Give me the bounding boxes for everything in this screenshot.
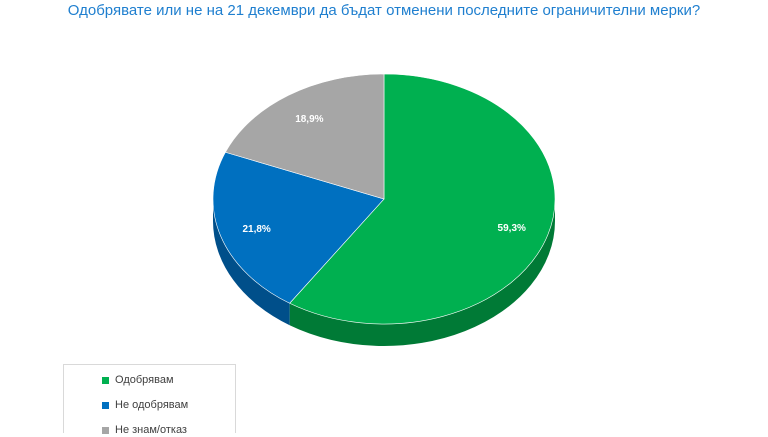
data-label-disapprove: 21,8% (242, 224, 270, 235)
legend-swatch-approve (102, 376, 109, 384)
chart-legend: Одобрявам Не одобрявам Не знам/отказ (63, 364, 236, 436)
pie-slice-disapprove (212, 151, 385, 304)
data-label-dont-know: 18,9% (295, 114, 323, 125)
legend-label-disapprove: Не одобрявам (115, 399, 189, 411)
legend-swatch-disapprove (102, 401, 109, 409)
legend-item-approve: Одобрявам (102, 373, 174, 387)
legend-label-dont-know: Не знам/отказ (115, 424, 187, 436)
legend-item-disapprove: Не одобрявам (102, 398, 188, 412)
pie-3d-sides (213, 199, 556, 346)
data-label-approve: 59,3% (498, 223, 526, 234)
pie-slice-dont-know (224, 73, 385, 200)
legend-swatch-dont-know (102, 426, 109, 434)
pie-side-disapprove (213, 199, 290, 326)
pie-side-approve (289, 199, 556, 346)
legend-item-dont-know: Не знам/отказ (102, 423, 187, 437)
legend-label-approve: Одобрявам (115, 374, 174, 386)
pie-slice-approve (289, 73, 556, 325)
pie-slices (212, 73, 556, 325)
pie-data-labels: 59,3% 21,8% 18,9% (242, 114, 526, 235)
chart-title: Одобрявате или не на 21 декември да бъда… (67, 2, 701, 19)
